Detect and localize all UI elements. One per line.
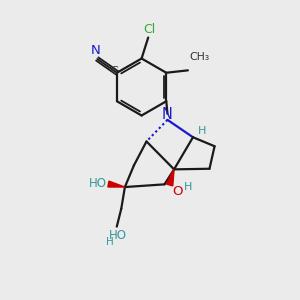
Polygon shape: [167, 169, 174, 186]
Text: HO: HO: [109, 229, 127, 242]
Text: N: N: [91, 44, 100, 57]
Text: C: C: [110, 66, 118, 76]
Text: H: H: [198, 126, 206, 136]
Text: HO: HO: [89, 177, 107, 190]
Text: N: N: [162, 107, 173, 122]
Text: CH₃: CH₃: [189, 52, 209, 62]
Polygon shape: [108, 181, 125, 187]
Text: Cl: Cl: [144, 23, 156, 36]
Text: O: O: [173, 185, 183, 198]
Text: H: H: [106, 237, 114, 247]
Text: H: H: [184, 182, 192, 192]
